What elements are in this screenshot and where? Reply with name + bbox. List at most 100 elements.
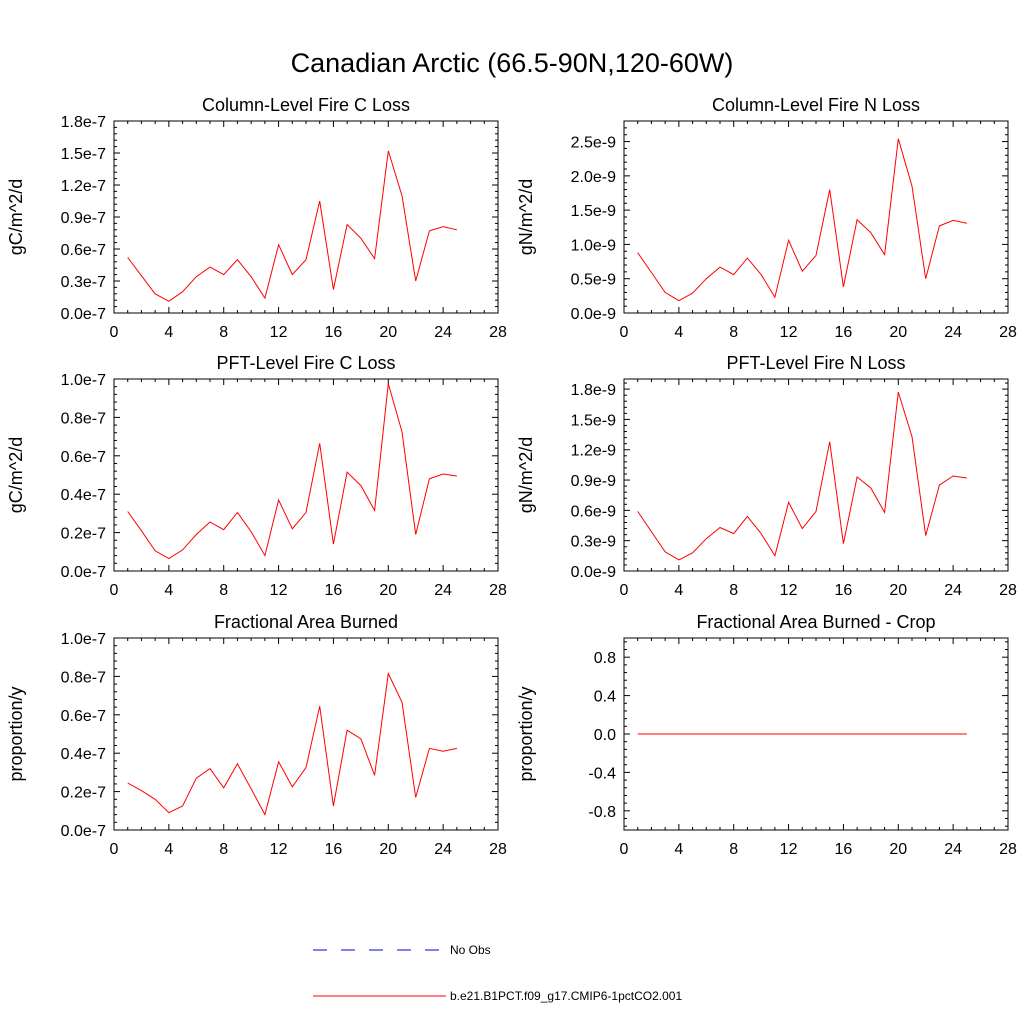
y-tick-label: 0.0 xyxy=(594,727,616,744)
plot-frame xyxy=(623,378,1009,572)
x-tick-label: 16 xyxy=(325,582,343,599)
y-tick-label: 0.6e-7 xyxy=(61,449,106,466)
y-tick-label: 0.0e-7 xyxy=(61,823,106,840)
panel-title: PFT-Level Fire N Loss xyxy=(726,353,905,373)
x-tick-label: 24 xyxy=(944,841,962,858)
y-tick-label: 0.8e-7 xyxy=(61,669,106,686)
panel-title: Fractional Area Burned - Crop xyxy=(696,612,935,632)
series-line xyxy=(127,671,458,816)
y-tick-label: 1.8e-7 xyxy=(61,114,106,131)
y-tick-label: 0.3e-9 xyxy=(571,534,616,551)
x-tick-label: 28 xyxy=(999,841,1017,858)
x-tick-label: 24 xyxy=(434,841,452,858)
plot-frame xyxy=(113,120,499,314)
y-axis-label: gC/m^2/d xyxy=(6,437,26,513)
legend-label-no-obs: No Obs xyxy=(450,943,491,957)
x-tick-label: 4 xyxy=(164,841,173,858)
y-tick-label: -0.4 xyxy=(588,765,616,782)
x-tick-label: 28 xyxy=(999,582,1017,599)
x-tick-label: 12 xyxy=(270,841,288,858)
y-tick-label: 0.9e-7 xyxy=(61,210,106,227)
x-tick-label: 0 xyxy=(620,841,629,858)
x-tick-label: 20 xyxy=(379,582,397,599)
panel-title: Column-Level Fire N Loss xyxy=(712,95,920,115)
x-tick-label: 20 xyxy=(889,582,907,599)
y-axis-label: proportion/y xyxy=(6,686,26,781)
y-tick-label: -0.8 xyxy=(588,804,616,821)
panels: Column-Level Fire C Loss gC/m^2/d 0 4 8 12 16 2… xyxy=(6,95,1017,858)
x-tick-label: 24 xyxy=(434,324,452,341)
y-tick-label: 0.6e-9 xyxy=(571,503,616,520)
plot-frame xyxy=(623,120,1009,314)
y-tick-label: 1.2e-9 xyxy=(571,443,616,460)
x-tick-label: 20 xyxy=(379,324,397,341)
y-tick-label: 0.4e-7 xyxy=(61,746,106,763)
x-tick-label: 28 xyxy=(489,324,507,341)
y-tick-label: 0.6e-7 xyxy=(61,242,106,259)
x-tick-label: 4 xyxy=(674,841,683,858)
x-tick-label: 28 xyxy=(999,324,1017,341)
y-tick-label: 1.0e-9 xyxy=(571,237,616,254)
series-line xyxy=(127,383,457,560)
x-tick-label: 24 xyxy=(434,582,452,599)
x-tick-label: 12 xyxy=(270,582,288,599)
y-axis-label: gN/m^2/d xyxy=(516,437,536,513)
x-tick-label: 8 xyxy=(219,582,228,599)
y-tick-label: 0.9e-9 xyxy=(571,473,616,490)
y-tick-label: 0.8e-7 xyxy=(61,410,106,427)
chart-panel-2: Column-Level Fire N Loss gN/m^2/d 0 4 8 12 16 2… xyxy=(516,95,1017,341)
y-tick-label: 2.5e-9 xyxy=(571,135,616,152)
x-tick-label: 16 xyxy=(835,841,853,858)
y-tick-label: 0.8 xyxy=(594,650,616,667)
y-tick-label: 0.0e-9 xyxy=(571,564,616,581)
x-tick-label: 12 xyxy=(780,841,798,858)
x-tick-label: 0 xyxy=(620,582,629,599)
x-tick-label: 12 xyxy=(270,324,288,341)
chart-panel-4: PFT-Level Fire N Loss gN/m^2/d 0 4 8 12 16 20 24… xyxy=(516,353,1017,599)
x-tick-label: 20 xyxy=(889,841,907,858)
series-line xyxy=(127,150,458,302)
y-tick-label: 0.0e-7 xyxy=(61,564,106,581)
x-tick-label: 12 xyxy=(780,582,798,599)
y-axis-label: proportion/y xyxy=(516,686,536,781)
x-tick-label: 0 xyxy=(110,582,119,599)
y-tick-label: 1.0e-7 xyxy=(61,372,106,389)
y-tick-label: 0.4 xyxy=(594,689,616,706)
chart-panel-6: Fractional Area Burned - Crop proportion/… xyxy=(516,612,1017,858)
legend: No Obs b.e21.B1PCT.f09_g17.CMIP6-1pctCO2… xyxy=(313,943,682,1003)
plot-frame xyxy=(113,637,499,831)
chart-panel-5: Fractional Area Burned proportion/y 0 4 8 12 1… xyxy=(6,612,507,858)
x-tick-label: 20 xyxy=(889,324,907,341)
figure-title: Canadian Arctic (66.5-90N,120-60W) xyxy=(291,48,734,78)
x-tick-label: 8 xyxy=(729,582,738,599)
x-tick-label: 24 xyxy=(944,582,962,599)
x-tick-label: 4 xyxy=(164,582,173,599)
y-tick-label: 0.3e-7 xyxy=(61,274,106,291)
x-tick-label: 4 xyxy=(674,582,683,599)
x-tick-label: 12 xyxy=(780,324,798,341)
y-tick-label: 1.5e-9 xyxy=(571,203,616,220)
x-tick-label: 0 xyxy=(110,324,119,341)
y-tick-label: 0.4e-7 xyxy=(61,487,106,504)
x-tick-label: 16 xyxy=(325,841,343,858)
x-tick-label: 8 xyxy=(219,324,228,341)
series-line xyxy=(637,391,967,561)
y-tick-label: 0.2e-7 xyxy=(61,526,106,543)
y-tick-label: 1.8e-9 xyxy=(571,382,616,399)
x-tick-label: 4 xyxy=(164,324,173,341)
x-tick-label: 4 xyxy=(674,324,683,341)
x-tick-label: 8 xyxy=(729,841,738,858)
series-line xyxy=(637,138,967,302)
x-tick-label: 28 xyxy=(489,841,507,858)
chart-panel-1: Column-Level Fire C Loss gC/m^2/d 0 4 8 12 16 2… xyxy=(6,95,507,341)
y-tick-label: 0.2e-7 xyxy=(61,785,106,802)
x-tick-label: 8 xyxy=(729,324,738,341)
y-axis-label: gC/m^2/d xyxy=(6,179,26,255)
panel-title: PFT-Level Fire C Loss xyxy=(216,353,395,373)
y-tick-label: 0.5e-9 xyxy=(571,272,616,289)
y-tick-label: 0.0e-7 xyxy=(61,306,106,323)
x-tick-label: 0 xyxy=(110,841,119,858)
x-tick-label: 20 xyxy=(379,841,397,858)
legend-label-model: b.e21.B1PCT.f09_g17.CMIP6-1pctCO2.001 xyxy=(450,989,682,1003)
